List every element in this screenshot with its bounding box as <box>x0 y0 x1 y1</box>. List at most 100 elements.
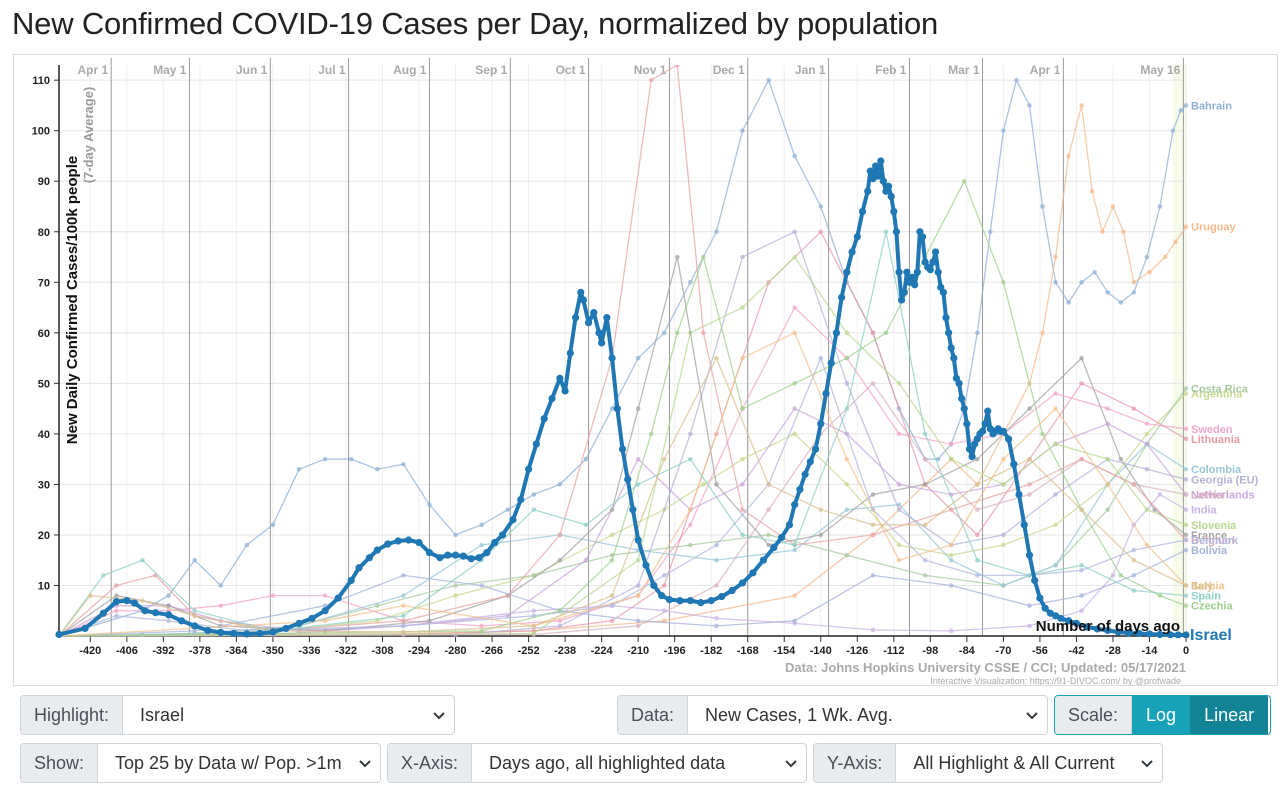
show-label: Show: <box>21 744 99 782</box>
series-point <box>1131 406 1137 411</box>
highlight-point <box>718 592 726 601</box>
series-end-label: Spain <box>1191 591 1221 603</box>
series-point <box>896 431 902 437</box>
yaxis-label: Y-Axis: <box>814 744 897 782</box>
highlight-point <box>475 554 483 562</box>
x-tick-label: -98 <box>922 645 938 657</box>
series-point <box>974 507 980 512</box>
highlight-point <box>347 576 355 585</box>
show-control[interactable]: Show: Top 25 by Data w/ Pop. >1m <box>20 743 381 783</box>
yaxis-select[interactable]: All Highlight & All Current <box>896 744 1162 782</box>
show-select[interactable]: Top 25 by Data w/ Pop. >1m <box>98 744 380 782</box>
y-tick-label: 20 <box>38 530 50 542</box>
x-tick-label: -364 <box>225 645 248 657</box>
highlight-point <box>827 359 835 367</box>
series-point <box>453 583 458 588</box>
series-point <box>531 623 537 629</box>
month-label: Oct 1 <box>556 63 586 77</box>
series-point <box>609 507 615 512</box>
series-point <box>1092 269 1097 275</box>
series-end-label: Denmark <box>1191 535 1239 547</box>
series-point <box>661 330 667 336</box>
series-point <box>1001 542 1006 548</box>
series-point <box>792 381 797 386</box>
highlight-point <box>864 187 872 195</box>
xaxis-control[interactable]: X-Axis: Days ago, all highlighted data <box>387 743 807 783</box>
series-line <box>58 388 1187 637</box>
highlight-point <box>728 586 736 595</box>
series-point <box>1131 547 1137 553</box>
yaxis-control[interactable]: Y-Axis: All Highlight & All Current <box>813 743 1163 783</box>
series-point <box>896 507 902 512</box>
xaxis-select[interactable]: Days ago, all highlighted data <box>472 744 806 782</box>
series-point <box>1173 239 1178 245</box>
series-point <box>844 406 850 411</box>
highlight-point <box>796 485 804 494</box>
highlight-point <box>603 314 611 322</box>
month-label: Feb 1 <box>875 63 907 77</box>
series-point <box>1118 573 1124 578</box>
series-point <box>1144 466 1150 472</box>
series-point <box>661 573 667 578</box>
series-point <box>1040 204 1045 209</box>
highlight-point <box>858 207 867 216</box>
series-end-label: Belgium <box>1191 535 1235 547</box>
highlight-point <box>871 162 880 170</box>
highlight-point <box>791 501 799 509</box>
series-point <box>883 229 889 235</box>
data-select[interactable]: New Cases, 1 Wk. Avg. <box>688 696 1047 734</box>
series-point <box>374 618 380 624</box>
highlight-point <box>444 551 452 559</box>
highlight-point <box>903 268 911 276</box>
series-point <box>166 603 171 608</box>
series-point <box>1131 573 1137 578</box>
series-point <box>1183 537 1189 543</box>
series-point <box>818 355 824 361</box>
highlight-point <box>947 344 955 352</box>
xaxis-value: Days ago, all highlighted data <box>489 752 726 773</box>
series-line <box>58 255 1187 637</box>
series-point <box>1066 300 1071 305</box>
series-point <box>701 482 706 487</box>
series-end-label: Lithuania <box>1191 434 1241 446</box>
series-point <box>922 482 928 487</box>
highlight-point <box>887 192 895 200</box>
highlight-point <box>1025 551 1034 559</box>
chevron-down-icon <box>433 712 445 720</box>
series-point <box>792 593 797 598</box>
highlight-point <box>942 314 950 322</box>
series-point <box>479 628 484 634</box>
data-control[interactable]: Data: New Cases, 1 Wk. Avg. <box>617 695 1048 735</box>
series-point <box>714 482 719 487</box>
series-end-label: Latvia <box>1191 490 1224 502</box>
x-tick-label: -266 <box>481 645 503 657</box>
series-point <box>1040 330 1045 336</box>
highlight-point <box>415 538 423 547</box>
x-tick-label: -182 <box>700 645 722 657</box>
highlight-select[interactable]: Israel <box>123 696 454 734</box>
series-point <box>1105 406 1111 411</box>
series-point <box>870 381 876 386</box>
scale-log-button[interactable]: Log <box>1132 696 1191 734</box>
series-point <box>974 456 980 462</box>
series-point <box>674 65 680 68</box>
highlight-series <box>55 157 1190 638</box>
highlight-point <box>451 551 460 559</box>
highlight-point <box>650 581 658 590</box>
highlight-point <box>934 268 942 276</box>
scale-linear-button[interactable]: Linear <box>1190 696 1269 734</box>
x-tick-label: -28 <box>1105 645 1121 657</box>
series-point <box>218 603 224 608</box>
series-point <box>1053 562 1058 568</box>
series-point <box>1027 573 1032 578</box>
series-point <box>453 593 458 598</box>
series-point <box>1053 492 1058 497</box>
highlight-point <box>608 354 616 362</box>
highlight-point <box>99 609 107 617</box>
highlight-point <box>918 233 927 241</box>
series-point <box>635 456 641 462</box>
series-point <box>1079 456 1084 462</box>
highlight-control[interactable]: Highlight: Israel <box>20 695 455 735</box>
highlight-point <box>642 561 650 569</box>
x-tick-label: -224 <box>591 645 614 657</box>
